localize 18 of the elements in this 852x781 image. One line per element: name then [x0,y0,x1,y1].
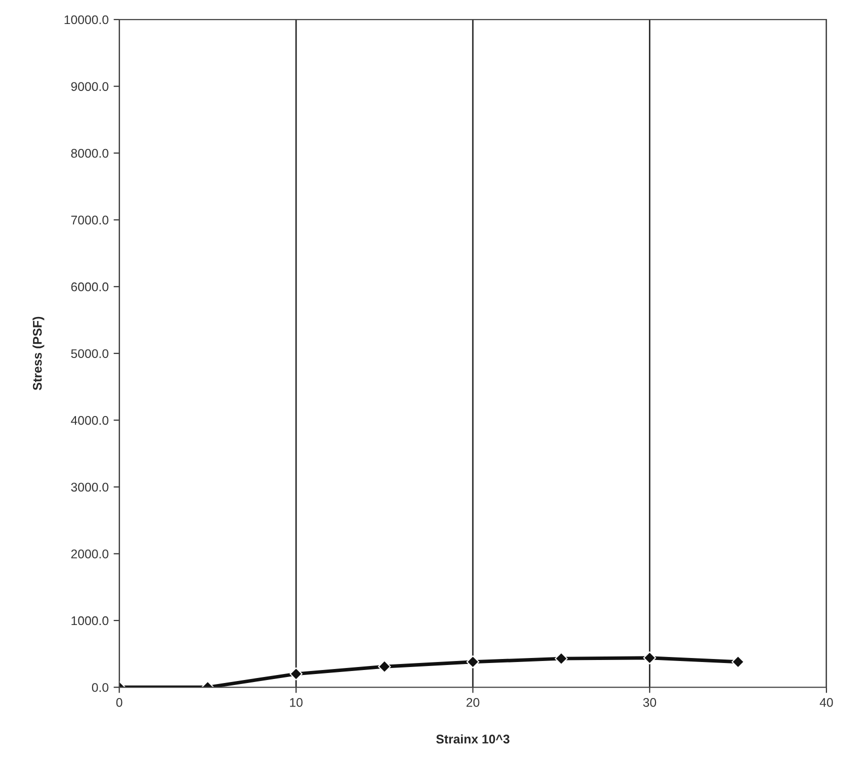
y-tick-label: 1000.0 [72,616,108,626]
y-tick-label: 8000.0 [71,148,108,158]
y-tick-label: 10000.0 [64,15,108,24]
y-axis-title: Stress (PSF) [32,316,44,390]
y-tick-label: 9000.0 [71,82,108,91]
x-axis-title: Strainx 10^3 [436,734,510,744]
x-tick-label: 40 [820,698,833,707]
y-tick-label: 6000.0 [71,282,108,292]
y-tick-label: 7000.0 [71,216,108,225]
y-tick-label: 5000.0 [71,349,108,358]
x-tick-label: 20 [466,698,480,707]
x-tick-label: 0 [116,698,122,707]
x-tick-label: 10 [290,698,303,707]
y-tick-label: 0.0 [92,683,108,692]
x-tick-label: 30 [643,698,656,707]
y-tick-label: 3000.0 [71,482,108,492]
y-tick-label: 4000.0 [70,416,108,425]
y-tick-label: 2000.0 [71,550,108,558]
